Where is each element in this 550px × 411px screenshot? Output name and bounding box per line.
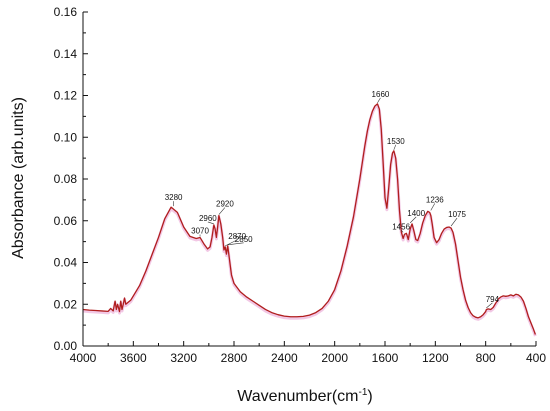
- x-tick-label: 800: [476, 351, 496, 365]
- x-axis-title-superscript: -1: [358, 387, 367, 398]
- peak-leader-line: [450, 217, 458, 227]
- peak-label: 1236: [426, 195, 444, 204]
- peak-leader-line: [400, 230, 404, 233]
- peak-label: 1400: [407, 209, 425, 218]
- peak-label: 2960: [199, 214, 217, 223]
- peak-label: 2920: [216, 200, 234, 209]
- peak-label: 1075: [448, 210, 466, 219]
- x-axis-title: Wavenumber(cm-1): [237, 387, 372, 405]
- y-tick-label: 0.14: [54, 47, 78, 61]
- y-tick-label: 0.12: [54, 89, 78, 103]
- spectrum-line-shadow: [82, 103, 537, 337]
- x-axis-title-main: Wavenumber(cm: [237, 388, 358, 405]
- peak-leader-line: [377, 97, 381, 104]
- y-tick-label: 0.10: [54, 130, 78, 144]
- peak-label: 1660: [372, 90, 390, 99]
- x-axis-title-suffix: ): [367, 388, 372, 405]
- x-tick-label: 2400: [271, 351, 298, 365]
- y-tick-label: 0.08: [54, 172, 78, 186]
- y-tick-label: 0.16: [54, 5, 78, 19]
- peak-label: 1530: [387, 137, 405, 146]
- y-tick-label: 0.00: [54, 339, 78, 353]
- x-tick-label: 1600: [372, 351, 399, 365]
- peak-label: 2870: [228, 232, 246, 241]
- y-tick-label: 0.02: [54, 297, 78, 311]
- x-tick-label: 4000: [70, 351, 97, 365]
- peak-leader-line: [486, 302, 493, 309]
- peak-leader-line: [207, 221, 214, 225]
- y-tick-label: 0.06: [54, 214, 78, 228]
- peak-label: 2850: [235, 235, 253, 244]
- x-axis-ticks: 4000 3600 3200 2800 2400 2000 1600 1200 800 400: [70, 341, 546, 365]
- peak-label: 3280: [165, 193, 183, 202]
- peak-label: 1456: [392, 222, 410, 231]
- y-axis-ticks: 0.00 0.02 0.04 0.06 0.08 0.10 0.12 0.14 0.16: [54, 5, 88, 353]
- plot-area: [82, 103, 537, 337]
- x-tick-label: 2800: [221, 351, 248, 365]
- peak-leader-line: [225, 239, 238, 247]
- peak-leader-line: [409, 216, 417, 224]
- peak-label: 794: [486, 295, 500, 304]
- peak-leader-line: [218, 207, 226, 215]
- x-tick-label: 3200: [170, 351, 197, 365]
- peak-label: 3070: [191, 226, 209, 235]
- y-tick-label: 0.04: [54, 256, 78, 270]
- x-tick-label: 400: [526, 351, 546, 365]
- x-tick-label: 2000: [321, 351, 348, 365]
- y-axis-title: Absorbance (arb.units): [10, 97, 27, 259]
- peak-leader-line: [430, 203, 436, 211]
- spectrum-line: [82, 103, 536, 335]
- x-tick-label: 3600: [120, 351, 147, 365]
- peak-leader-line: [227, 242, 244, 246]
- x-tick-label: 1200: [422, 351, 449, 365]
- peak-leader-line: [393, 144, 397, 150]
